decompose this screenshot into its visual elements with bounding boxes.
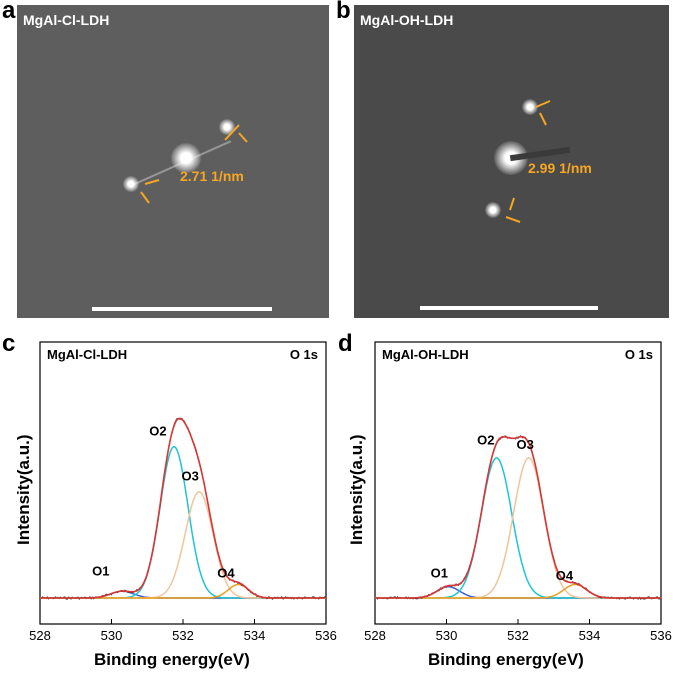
y-axis-title-d: Intensity(a.u.) [347,434,366,545]
x-tick-label: 528 [29,628,51,643]
peak-label-o2: O2 [477,432,494,447]
diffraction-spot [219,119,235,135]
core-level-label-d: O 1s [624,347,653,362]
peak-o3-curve [40,491,326,599]
diffraction-spot [522,99,538,115]
y-axis-title-c: Intensity(a.u.) [14,434,33,545]
x-tick-label: 536 [650,628,672,643]
plot-frame [374,341,662,625]
sample-label-c: MgAl-Cl-LDH [47,347,128,362]
x-tick-label: 536 [315,628,337,643]
sample-label-d: MgAl-OH-LDH [382,347,469,362]
panel-letter-b: b [336,0,351,24]
peak-label-o3: O3 [181,468,198,483]
envelope-fit-line [40,417,326,599]
x-tick-label: 534 [578,628,601,643]
peak-o1-curve [40,590,326,599]
sample-label-b: MgAl-OH-LDH [360,12,454,28]
arrow-markers-b [505,100,551,223]
peak-o4-curve [40,583,326,599]
peak-label-o1: O1 [92,563,109,578]
x-tick-label: 532 [507,628,529,643]
xps-chart-c: O1 O2 O3 O4 MgAl-Cl-LDH O 1s [39,341,327,625]
scale-bar [92,307,272,311]
peak-o3-curve [375,457,661,599]
raw-data-line [374,435,662,600]
central-beam-spot [171,143,201,173]
panel-letter-d: d [338,330,353,357]
x-axis-title-c: Binding energy(eV) [94,650,250,669]
peak-label-o2: O2 [149,423,166,438]
peak-o2-curve [375,457,661,599]
x-tick-label: 530 [435,628,458,643]
diffraction-spot [485,202,501,218]
xps-chart-d: O1 O2 O3 O4 MgAl-OH-LDH O 1s [374,341,662,625]
saed-image-a: MgAl-Cl-LDH 2.71 1/nm [17,5,329,318]
raw-data-line [39,417,327,601]
saed-image-b: MgAl-OH-LDH 2.99 1/nm [354,5,669,318]
x-tick-label: 530 [100,628,123,643]
arrow-markers-a [140,124,248,204]
diffraction-spot [123,176,139,192]
core-level-label-c: O 1s [289,347,318,362]
x-tick-label: 534 [243,628,266,643]
panel-letter-c: c [2,330,16,357]
panel-letter-a: a [2,0,16,24]
peak-label-o3: O3 [516,437,533,452]
envelope-fit-line [375,435,661,599]
peak-o1-curve [375,585,661,599]
distance-label-a: 2.71 1/nm [180,168,244,184]
x-tick-label: 532 [172,628,194,643]
x-tick-label: 528 [364,628,386,643]
sample-label-a: MgAl-Cl-LDH [23,12,110,28]
x-axis-title-d: Binding energy(eV) [428,650,584,669]
peak-label-o4: O4 [556,568,574,583]
peak-o4-curve [375,583,661,599]
peak-label-o1: O1 [431,566,448,581]
peak-label-o4: O4 [217,566,235,581]
scale-bar [420,306,598,310]
distance-label-b: 2.99 1/nm [528,160,592,176]
